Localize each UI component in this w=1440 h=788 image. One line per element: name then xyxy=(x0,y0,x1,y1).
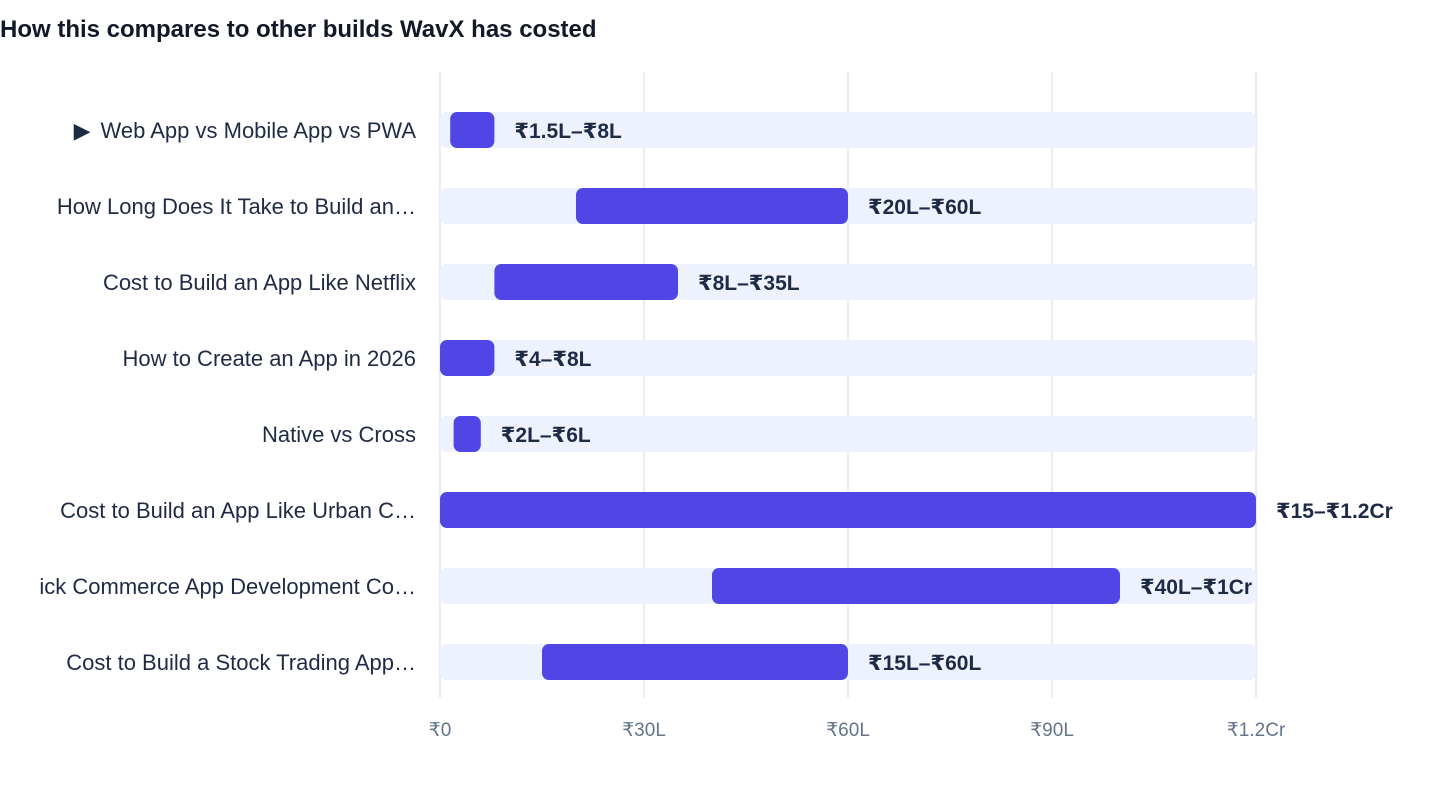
category-labels: Web App vs Mobile App vs PWA ▶ How Long Do… xyxy=(39,118,416,675)
value-label: ₹1.5L–₹8L xyxy=(514,120,622,143)
value-label: ₹4–₹8L xyxy=(514,348,591,371)
category-label[interactable]: How Long Does It Take to Build an… xyxy=(57,194,416,219)
range-bar[interactable] xyxy=(542,644,848,680)
bar-track xyxy=(440,340,1256,376)
x-tick-label: ₹30L xyxy=(622,720,666,741)
bar-track xyxy=(440,416,1256,452)
category-label[interactable]: Native vs Cross xyxy=(262,422,416,447)
highlight-marker-icon: ▶ xyxy=(74,118,91,143)
category-label[interactable]: Cost to Build a Stock Trading App… xyxy=(66,650,416,675)
category-label[interactable]: Cost to Build an App Like Netflix xyxy=(103,270,416,295)
value-label: ₹15L–₹60L xyxy=(868,652,981,675)
value-label: ₹20L–₹60L xyxy=(868,196,981,219)
range-bar[interactable] xyxy=(440,492,1256,528)
x-tick-label: ₹0 xyxy=(429,720,452,741)
category-label[interactable]: Web App vs Mobile App vs PWA xyxy=(101,118,417,143)
range-bars xyxy=(440,112,1256,680)
category-label[interactable]: Cost to Build an App Like Urban C… xyxy=(60,498,416,523)
value-label: ₹8L–₹35L xyxy=(698,272,800,295)
bar-track xyxy=(440,112,1256,148)
value-label: ₹15–₹1.2Cr xyxy=(1276,500,1393,523)
range-bar[interactable] xyxy=(712,568,1120,604)
x-tick-label: ₹1.2Cr xyxy=(1227,720,1286,741)
x-tick-label: ₹90L xyxy=(1030,720,1074,741)
grid-lines xyxy=(439,72,1257,698)
value-label: ₹40L–₹1Cr xyxy=(1140,576,1252,599)
range-bar[interactable] xyxy=(450,112,495,148)
x-axis-ticks: ₹0 ₹30L ₹60L ₹90L ₹1.2Cr xyxy=(429,720,1286,741)
range-bar[interactable] xyxy=(576,188,848,224)
x-tick-label: ₹60L xyxy=(826,720,870,741)
value-labels: ₹1.5L–₹8L ₹20L–₹60L ₹8L–₹35L ₹4–₹8L ₹2L–₹6L ₹… xyxy=(501,120,1393,675)
category-label[interactable]: How to Create an App in 2026 xyxy=(122,346,416,371)
range-bar[interactable] xyxy=(440,340,495,376)
chart-title: How this compares to other builds WavX h… xyxy=(0,16,597,43)
category-label[interactable]: ick Commerce App Development Co… xyxy=(39,574,416,599)
range-bar[interactable] xyxy=(453,416,481,452)
value-label: ₹2L–₹6L xyxy=(501,424,591,447)
range-bar[interactable] xyxy=(494,264,678,300)
